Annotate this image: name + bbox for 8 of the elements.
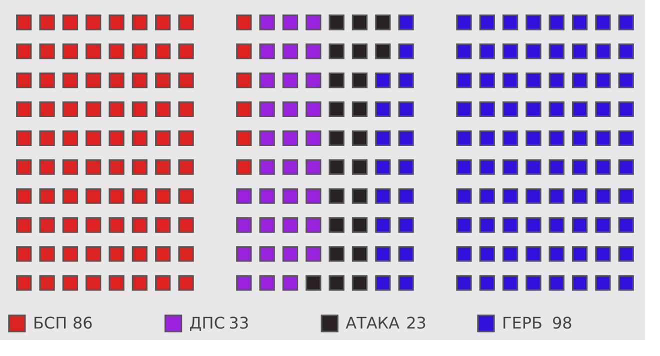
- category-label: ДПС: [189, 313, 225, 332]
- category-label: ГЕРБ: [502, 313, 542, 332]
- category-label: АТАКА: [346, 313, 400, 332]
- data-label: 23: [406, 313, 426, 332]
- data-label: 33: [228, 313, 250, 332]
- category-label: БСП: [32, 313, 68, 332]
- data-label: 98: [552, 313, 572, 332]
- data-label: 86: [72, 313, 93, 332]
